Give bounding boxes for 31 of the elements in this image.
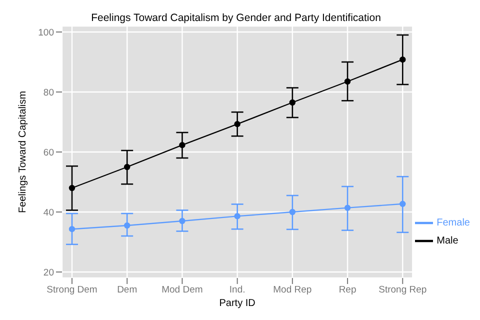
y-tick-label: 100 (38, 27, 54, 38)
x-tick-label: Strong Rep (378, 284, 427, 296)
point (179, 218, 186, 224)
x-tick-label: Ind. (229, 284, 246, 296)
point (234, 213, 240, 220)
y-tick-label: 60 (43, 147, 54, 158)
x-axis-title: Party ID (219, 298, 256, 309)
x-tick-label: Mod Rep (273, 284, 312, 296)
point (400, 56, 406, 63)
legend-label: Female (436, 218, 470, 229)
chart-title: Feelings Toward Capitalism by Gender and Party Identification (90, 12, 382, 24)
x-tick-label: Dem (117, 284, 138, 296)
y-tick-label: 40 (43, 207, 54, 218)
x-tick-label: Mod Dem (162, 284, 203, 296)
legend-label: Male (436, 236, 458, 247)
point (344, 204, 351, 211)
point (68, 184, 76, 192)
x-tick-label: Rep (338, 284, 356, 296)
y-axis-title: Feelings Toward Capitalism (18, 90, 29, 214)
point (234, 121, 240, 128)
point (124, 164, 130, 170)
point (289, 99, 296, 106)
point (179, 142, 186, 148)
y-tick-label: 20 (43, 267, 54, 278)
x-tick-label: Strong Dem (46, 284, 98, 296)
point (400, 200, 406, 207)
y-tick-label: 80 (43, 87, 54, 98)
point (289, 208, 296, 216)
point (68, 226, 76, 232)
point (344, 78, 351, 85)
point (124, 222, 130, 229)
